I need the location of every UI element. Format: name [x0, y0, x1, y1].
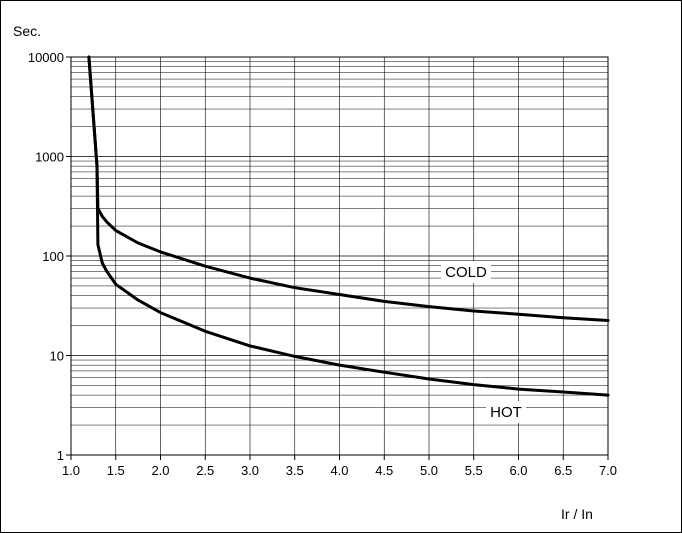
- curve-label-bg: [441, 261, 491, 283]
- curve-label-bg: [486, 401, 526, 423]
- y-tick-label: 1: [57, 448, 64, 463]
- curve-labels: COLD HOT: [441, 261, 526, 423]
- y-axis-label: Sec.: [13, 23, 41, 39]
- curve-cold: [87, 55, 610, 322]
- x-tick-label: 1.0: [62, 463, 80, 478]
- curve-hot: [87, 55, 610, 397]
- y-tick-labels: 10000 1000 100 10 1: [28, 50, 71, 463]
- x-tick-label: 2.5: [196, 463, 214, 478]
- y-tick-label: 100: [42, 249, 64, 264]
- x-tick-label: 4.0: [330, 463, 348, 478]
- y-tick-label: 10000: [28, 50, 64, 65]
- y-tick-label: 10: [50, 349, 64, 364]
- x-tick-label: 6.5: [554, 463, 572, 478]
- curves: [87, 55, 610, 397]
- x-tick-label: 4.5: [375, 463, 393, 478]
- grid-lines: [71, 57, 608, 455]
- x-tick-label: 7.0: [599, 463, 617, 478]
- x-axis-label: Ir / In: [561, 506, 593, 522]
- x-tick-label: 5.5: [465, 463, 483, 478]
- x-tick-label: 6.0: [509, 463, 527, 478]
- x-tick-label: 2.0: [151, 463, 169, 478]
- x-tick-label: 3.0: [241, 463, 259, 478]
- x-tick-label: 5.0: [420, 463, 438, 478]
- curve-label-cold: COLD: [445, 264, 487, 281]
- curve-label-hot: HOT: [490, 404, 522, 421]
- x-tick-label: 3.5: [286, 463, 304, 478]
- x-tick-labels: 1.0 1.5 2.0 2.5 3.0 3.5 4.0 4.5 5.0 5.5 6.0 6.5 7.0: [62, 455, 617, 478]
- x-tick-label: 1.5: [107, 463, 125, 478]
- y-tick-label: 1000: [35, 150, 64, 165]
